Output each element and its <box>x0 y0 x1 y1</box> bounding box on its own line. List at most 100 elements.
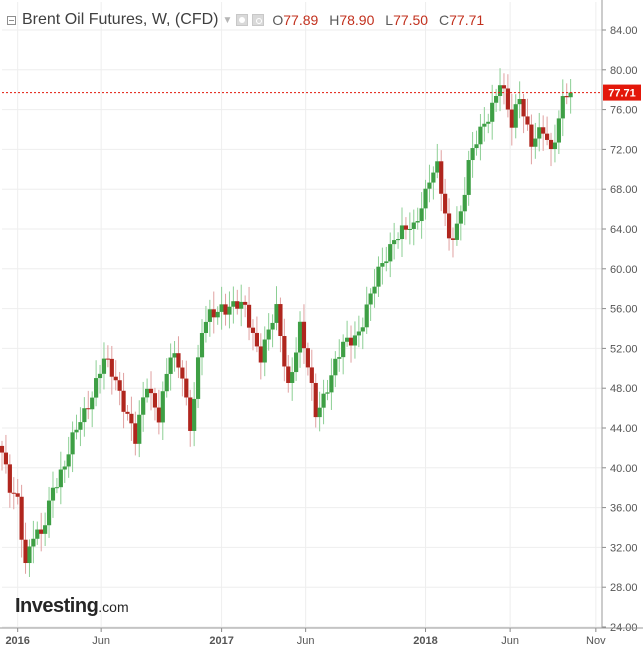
investing-logo: Investing.com <box>15 595 129 618</box>
y-tick-label: 52.00 <box>610 343 638 355</box>
instrument-title[interactable]: Brent Oil Futures, W, (CFD) <box>22 11 219 28</box>
candle-body <box>517 99 522 105</box>
candle-body <box>97 373 103 379</box>
low-value: 77.50 <box>393 12 429 28</box>
candle-body <box>137 414 142 444</box>
candle-body <box>317 407 322 418</box>
candle-body <box>395 239 401 241</box>
candle-body <box>544 133 550 140</box>
candle-body <box>168 357 173 374</box>
candle-body <box>431 172 436 183</box>
candle-body <box>352 335 358 346</box>
low-key: L <box>385 12 394 28</box>
y-tick-label: 40.00 <box>610 463 638 475</box>
candle-body <box>423 188 428 209</box>
candle-body <box>144 388 150 398</box>
candle-body <box>446 213 452 239</box>
last-price-line-group: 77.71 <box>2 84 641 101</box>
close-key: C <box>439 12 450 28</box>
candle-body <box>31 538 36 547</box>
candle-body <box>160 391 165 423</box>
candle-body <box>86 408 91 410</box>
candle-body <box>388 244 393 262</box>
candle-body <box>39 529 44 534</box>
candle-body <box>278 304 283 337</box>
candle-body <box>325 392 330 394</box>
candle-body <box>482 123 487 127</box>
candle-body <box>15 493 20 497</box>
candle-body <box>556 118 561 143</box>
candle-body <box>443 193 448 214</box>
candle-body <box>188 397 193 431</box>
gear-icon[interactable] <box>252 14 265 26</box>
candle-body <box>348 337 354 346</box>
candle-body <box>478 126 483 145</box>
grid-lines <box>2 2 602 628</box>
candle-body <box>290 372 295 383</box>
candle-body <box>411 222 416 229</box>
candle-body <box>541 127 546 134</box>
x-tick-label: Jun <box>297 635 315 647</box>
candle-body <box>368 293 373 305</box>
candle-body <box>439 161 444 194</box>
y-tick-label: 68.00 <box>610 184 638 196</box>
candle-body <box>282 336 287 367</box>
high-value: 78.90 <box>339 12 375 28</box>
candle-body <box>329 375 334 393</box>
y-tick-label: 64.00 <box>610 224 638 236</box>
candle-body <box>203 321 209 334</box>
last-price-tag <box>603 84 641 101</box>
candle-body <box>7 464 12 493</box>
candle-body <box>403 225 409 230</box>
candle-body <box>380 263 385 267</box>
candle-body <box>19 496 24 540</box>
ohlc-readout: O77.89 H78.90 L77.50 C77.71 <box>272 12 491 28</box>
candle-body <box>513 104 518 128</box>
candle-body <box>384 261 389 264</box>
candle-body <box>11 492 16 494</box>
x-tick-label: 2016 <box>5 635 29 647</box>
candle-body <box>219 304 224 312</box>
candle-body <box>156 407 161 423</box>
close-value: 77.71 <box>449 12 485 28</box>
candle-body <box>419 208 424 222</box>
candle-body <box>148 388 154 394</box>
candle-body <box>246 304 252 328</box>
candle-body <box>58 469 63 488</box>
candle-body <box>133 423 138 444</box>
candle-body <box>3 452 9 465</box>
candle-body <box>152 393 158 408</box>
candle-body <box>105 358 110 360</box>
candle-body <box>458 211 463 224</box>
candle-body <box>521 99 526 117</box>
chevron-down-icon[interactable]: ▼ <box>222 14 233 26</box>
collapse-icon[interactable] <box>7 15 16 25</box>
candle-body <box>180 367 185 379</box>
candle-body <box>560 96 565 119</box>
candle-body <box>27 546 32 564</box>
candle-body <box>176 353 181 368</box>
candle-body <box>258 346 263 363</box>
y-tick-label: 76.00 <box>610 105 638 117</box>
x-tick-label: Jun <box>501 635 519 647</box>
candle-body <box>364 304 369 328</box>
x-tick-label: Nov <box>586 635 606 647</box>
y-tick-label: 44.00 <box>610 423 638 435</box>
candle-body <box>121 390 126 412</box>
candle-body <box>344 337 350 342</box>
candle-body <box>564 96 569 98</box>
candle-body <box>529 124 534 147</box>
eye-icon[interactable] <box>236 14 249 26</box>
candle-body <box>427 182 432 189</box>
candle-body <box>0 445 5 453</box>
candle-body <box>297 321 303 353</box>
candle-body <box>505 88 510 110</box>
candle-body <box>266 329 271 340</box>
x-tick-label: Jun <box>92 635 110 647</box>
candle-body <box>239 301 244 309</box>
candle-body <box>392 240 397 245</box>
candle-body <box>94 378 99 398</box>
logo-main: Investing <box>15 595 99 617</box>
